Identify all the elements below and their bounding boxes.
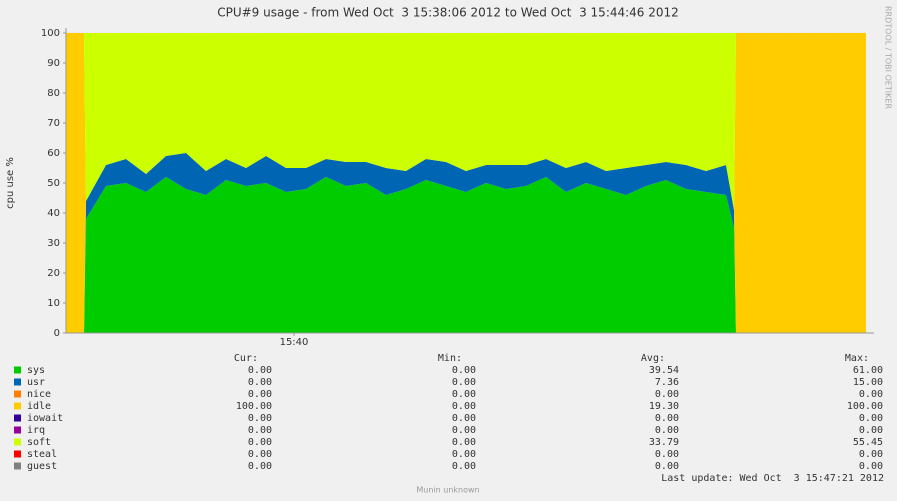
legend-value: 7.36	[655, 377, 679, 388]
legend-swatch	[14, 378, 21, 386]
y-tick-label: 0	[54, 328, 60, 339]
legend-header: Avg:	[641, 353, 665, 364]
legend-value: 0.00	[655, 413, 679, 424]
legend-header: Cur:	[234, 353, 258, 364]
legend-value: 0.00	[452, 461, 476, 472]
legend-value: 0.00	[248, 425, 272, 436]
legend-value: 0.00	[248, 461, 272, 472]
legend-value: 0.00	[248, 413, 272, 424]
legend-swatch	[14, 462, 21, 470]
legend-value: 0.00	[452, 365, 476, 376]
legend-header: Min:	[438, 353, 462, 364]
legend-value: 19.30	[649, 401, 679, 412]
legend-label: steal	[27, 449, 57, 460]
y-tick-label: 40	[47, 208, 60, 219]
legend-value: 0.00	[452, 377, 476, 388]
legend-label: sys	[27, 365, 45, 376]
legend-swatch	[14, 366, 21, 374]
legend-value: 0.00	[655, 389, 679, 400]
legend-label: irq	[27, 425, 45, 436]
legend-value: 0.00	[452, 449, 476, 460]
legend-label: iowait	[27, 413, 63, 424]
y-tick-label: 30	[47, 238, 60, 249]
legend-value: 61.00	[853, 365, 883, 376]
legend-value: 100.00	[236, 401, 272, 412]
legend-label: soft	[27, 437, 51, 448]
legend-label: guest	[27, 461, 57, 472]
y-tick-label: 20	[47, 268, 60, 279]
legend-label: usr	[27, 377, 45, 388]
legend-value: 0.00	[452, 413, 476, 424]
legend-swatch	[14, 402, 21, 410]
y-tick-label: 60	[47, 148, 60, 159]
legend-label: nice	[27, 389, 51, 400]
legend-value: 33.79	[649, 437, 679, 448]
y-tick-label: 10	[47, 298, 60, 309]
area	[66, 177, 866, 333]
area	[66, 153, 866, 333]
legend-value: 0.00	[452, 389, 476, 400]
legend-swatch	[14, 438, 21, 446]
footer: Munin unknown	[416, 486, 479, 495]
y-tick-label: 50	[47, 178, 60, 189]
legend-swatch	[14, 390, 21, 398]
legend-value: 0.00	[859, 449, 883, 460]
legend-value: 39.54	[649, 365, 679, 376]
legend-value: 0.00	[859, 389, 883, 400]
legend-value: 0.00	[452, 437, 476, 448]
legend-value: 0.00	[859, 425, 883, 436]
legend-value: 100.00	[847, 401, 883, 412]
y-tick-label: 90	[47, 58, 60, 69]
legend-swatch	[14, 450, 21, 458]
legend-value: 0.00	[859, 461, 883, 472]
legend-value: 0.00	[248, 377, 272, 388]
legend-swatch	[14, 414, 21, 422]
legend-value: 0.00	[452, 425, 476, 436]
side-text: RRDTOOL / TOBI OETIKER	[884, 6, 893, 109]
area	[66, 33, 866, 210]
legend-label: idle	[27, 401, 51, 412]
legend-value: 0.00	[248, 437, 272, 448]
y-tick-label: 70	[47, 118, 60, 129]
legend-value: 0.00	[248, 365, 272, 376]
legend-value: 15.00	[853, 377, 883, 388]
legend-header: Max:	[845, 353, 869, 364]
legend-value: 0.00	[655, 461, 679, 472]
legend-value: 0.00	[859, 413, 883, 424]
legend-value: 0.00	[655, 425, 679, 436]
chart-title: CPU#9 usage - from Wed Oct 3 15:38:06 20…	[217, 6, 679, 20]
legend-value: 0.00	[248, 449, 272, 460]
legend-swatch	[14, 426, 21, 434]
legend-value: 55.45	[853, 437, 883, 448]
area	[66, 33, 866, 333]
y-tick-label: 100	[41, 28, 60, 39]
legend-value: 0.00	[452, 401, 476, 412]
x-tick-label: 15:40	[280, 337, 309, 348]
last-update: Last update: Wed Oct 3 15:47:21 2012	[661, 473, 884, 484]
legend-value: 0.00	[248, 389, 272, 400]
y-axis-label: cpu use %	[5, 157, 16, 209]
legend-value: 0.00	[655, 449, 679, 460]
y-tick-label: 80	[47, 88, 60, 99]
